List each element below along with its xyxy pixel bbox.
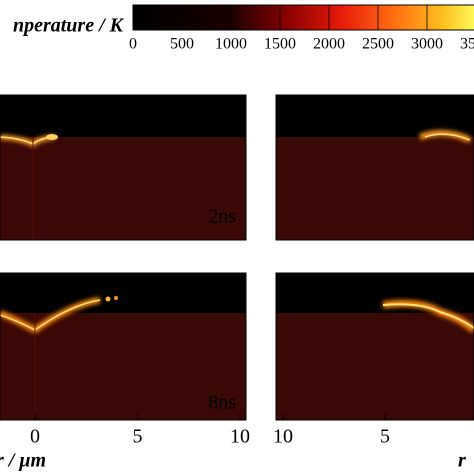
panel bbox=[0, 272, 247, 421]
axis-title: r bbox=[458, 450, 466, 472]
colorbar-tick-label: 1500 bbox=[264, 36, 296, 53]
panel bbox=[275, 272, 474, 421]
colorbar-tick-label: 500 bbox=[170, 36, 194, 53]
panel-label: 2ns bbox=[208, 206, 236, 228]
panel bbox=[275, 94, 474, 241]
x-tick-label: 5 bbox=[133, 426, 143, 448]
x-tick-label: 0 bbox=[30, 426, 40, 448]
colorbar-tick-label: 3500 bbox=[460, 36, 474, 53]
colorbar-tick-label: 2500 bbox=[362, 36, 394, 53]
x-tick-label: 5 bbox=[380, 426, 390, 448]
x-tick-label: 10 bbox=[273, 426, 293, 448]
colorbar-tick-label: 1000 bbox=[215, 36, 247, 53]
colorbar-tick-label: 0 bbox=[129, 36, 137, 53]
colorbar-tick-label: 2000 bbox=[313, 36, 345, 53]
panel bbox=[0, 94, 247, 241]
colorbar-tick-label: 3000 bbox=[411, 36, 443, 53]
x-tick-label: 10 bbox=[230, 426, 250, 448]
axis-title: r / μm bbox=[0, 450, 46, 472]
panel-label: 8ns bbox=[208, 392, 236, 414]
colorbar-label: nperature / K bbox=[13, 15, 125, 37]
colorbar bbox=[132, 4, 474, 31]
